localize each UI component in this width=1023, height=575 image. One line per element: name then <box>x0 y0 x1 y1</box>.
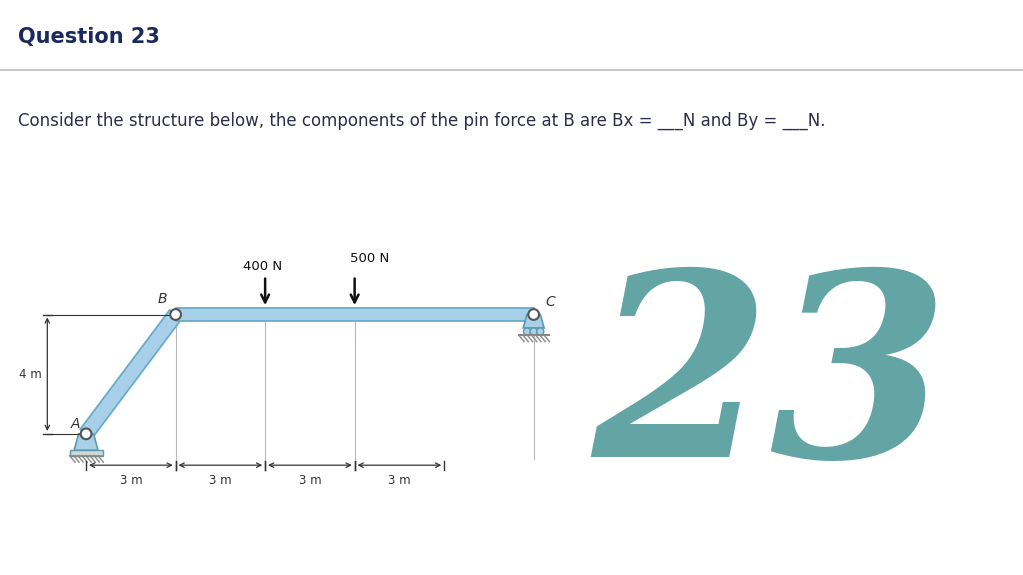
Text: 500 N: 500 N <box>350 252 389 265</box>
Polygon shape <box>80 310 182 438</box>
Text: Consider the structure below, the components of the pin force at B are Bx = ___N: Consider the structure below, the compon… <box>18 112 826 130</box>
Polygon shape <box>523 315 544 328</box>
Text: C: C <box>545 295 554 309</box>
Text: A: A <box>71 417 81 431</box>
Text: B: B <box>158 292 167 306</box>
Text: Question 23: Question 23 <box>18 28 161 47</box>
Circle shape <box>528 309 539 320</box>
Circle shape <box>81 428 91 439</box>
Text: 3 m: 3 m <box>209 474 231 486</box>
Circle shape <box>537 328 544 335</box>
Text: 4 m: 4 m <box>19 367 42 381</box>
Circle shape <box>524 328 531 335</box>
Text: 3 m: 3 m <box>120 474 142 486</box>
Text: 23: 23 <box>591 262 948 511</box>
Polygon shape <box>70 450 102 455</box>
Polygon shape <box>176 308 534 321</box>
Text: 3 m: 3 m <box>388 474 410 486</box>
Text: 400 N: 400 N <box>242 260 281 273</box>
Circle shape <box>530 328 537 335</box>
Polygon shape <box>74 434 98 450</box>
Text: 3 m: 3 m <box>299 474 321 486</box>
Circle shape <box>170 309 181 320</box>
